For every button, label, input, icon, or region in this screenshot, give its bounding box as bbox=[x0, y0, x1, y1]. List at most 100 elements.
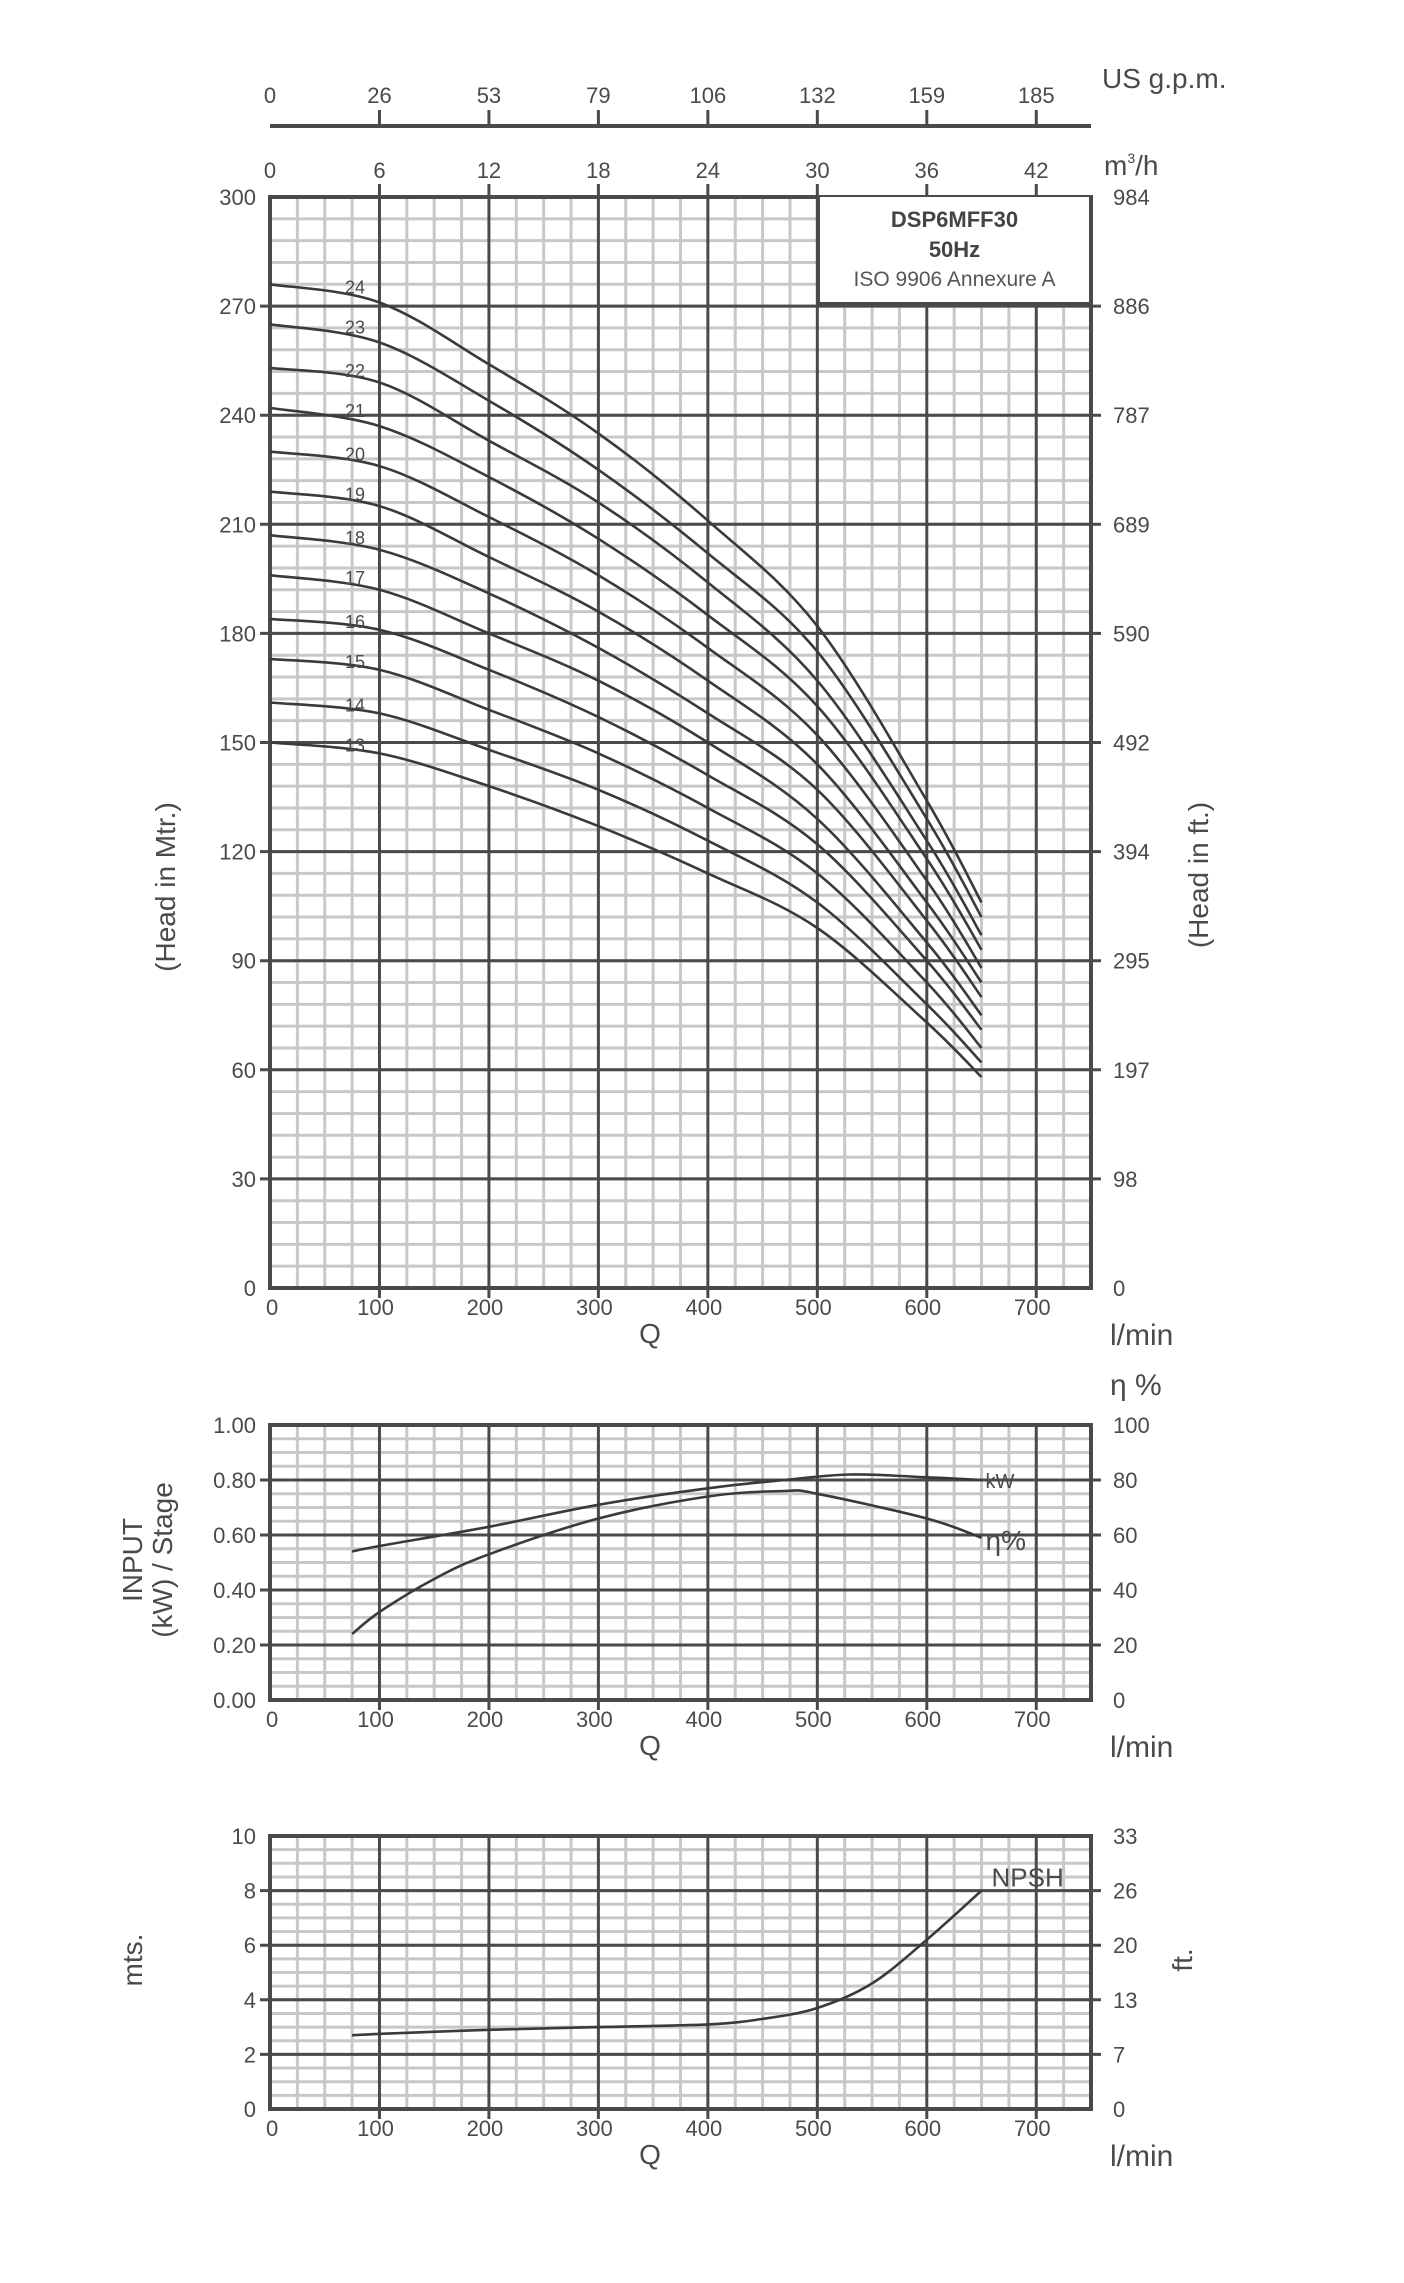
y-tick-label: 150 bbox=[219, 731, 256, 756]
m3h-tick-label: 0 bbox=[264, 158, 276, 183]
y-right-tick-label: 20 bbox=[1113, 1933, 1137, 1958]
top-flow-axes: 0 26 53 79 106 132 159 185 US g.p.m. 0 6 12 18 24 30 36… bbox=[264, 63, 1226, 197]
y-tick-label: 60 bbox=[232, 1058, 256, 1083]
y-tick-label: 0 bbox=[244, 1276, 256, 1301]
y-right-tick-label: 0 bbox=[1113, 1688, 1125, 1713]
power-curve-label: kW bbox=[986, 1471, 1015, 1493]
power-efficiency-chart: 0.00 0.20 0.40 0.60 0.80 1.00 0 20 40 60 80 100 0 100… bbox=[117, 1369, 1173, 1764]
frequency: 50Hz bbox=[928, 237, 981, 262]
x-tick-label: 200 bbox=[467, 2116, 504, 2141]
y-right-tick-label: 984 bbox=[1113, 185, 1150, 210]
y-tick-label: 0.20 bbox=[213, 1633, 256, 1658]
y-tick-label: 0 bbox=[244, 2097, 256, 2122]
m3h-unit-label: m3/h bbox=[1104, 150, 1158, 181]
x-tick-label: 0 bbox=[266, 1295, 278, 1320]
curve-stage-label: 19 bbox=[345, 485, 365, 505]
gpm-tick-label: 159 bbox=[908, 83, 945, 108]
y-right-tick-label: 33 bbox=[1113, 1824, 1137, 1849]
y-tick-label: 0.80 bbox=[213, 1468, 256, 1493]
x-tick-label: 0 bbox=[266, 2116, 278, 2141]
y-right-tick-label: 886 bbox=[1113, 294, 1150, 319]
y-axis-title: mts. bbox=[117, 1934, 148, 1987]
x-axis-unit: l/min bbox=[1110, 1731, 1173, 1764]
y-tick-label: 0.40 bbox=[213, 1578, 256, 1603]
m3h-tick-label: 36 bbox=[915, 158, 939, 183]
x-tick-label: 300 bbox=[576, 2116, 613, 2141]
y-right-tick-label: 98 bbox=[1113, 1167, 1137, 1192]
y-right-tick-label: 0 bbox=[1113, 2097, 1125, 2122]
m3h-tick-label: 18 bbox=[586, 158, 610, 183]
x-tick-label: 100 bbox=[357, 2116, 394, 2141]
x-tick-label: 200 bbox=[467, 1707, 504, 1732]
y-tick-label: 180 bbox=[219, 621, 256, 646]
gpm-tick-label: 26 bbox=[367, 83, 391, 108]
x-tick-label: 600 bbox=[904, 1707, 941, 1732]
gpm-tick-label: 132 bbox=[799, 83, 836, 108]
x-tick-label: 700 bbox=[1014, 1707, 1051, 1732]
gpm-tick-label: 79 bbox=[586, 83, 610, 108]
y-right-tick-label: 100 bbox=[1113, 1413, 1150, 1438]
gpm-tick-label: 0 bbox=[264, 83, 276, 108]
y-right-tick-label: 60 bbox=[1113, 1523, 1137, 1548]
m3h-tick-label: 12 bbox=[477, 158, 501, 183]
x-tick-label: 300 bbox=[576, 1707, 613, 1732]
head-curve-stages-22 bbox=[269, 366, 983, 936]
y-right-axis-title: (Head in ft.) bbox=[1183, 802, 1214, 948]
x-tick-label: 0 bbox=[266, 1707, 278, 1732]
x-axis-title: Q bbox=[639, 1318, 661, 1349]
head-curve-stages-19 bbox=[269, 490, 983, 984]
y-tick-label: 4 bbox=[244, 1988, 256, 2013]
y-right-tick-label: 590 bbox=[1113, 621, 1150, 646]
x-tick-label: 300 bbox=[576, 1295, 613, 1320]
plot-frame bbox=[268, 1834, 1093, 2111]
curve-stage-label: 14 bbox=[345, 695, 365, 715]
x-tick-label: 400 bbox=[686, 1707, 723, 1732]
m3h-tick-label: 6 bbox=[373, 158, 385, 183]
x-tick-label: 100 bbox=[357, 1295, 394, 1320]
x-axis-title: Q bbox=[639, 1730, 661, 1761]
m3h-tick-label: 24 bbox=[696, 158, 720, 183]
y-right-tick-label: 0 bbox=[1113, 1276, 1125, 1301]
y-tick-label: 0.60 bbox=[213, 1523, 256, 1548]
y-right-tick-label: 40 bbox=[1113, 1578, 1137, 1603]
head-curve-stages-17 bbox=[269, 573, 983, 1017]
y-tick-label: 6 bbox=[244, 1933, 256, 1958]
head-curve-stages-14 bbox=[269, 701, 983, 1064]
x-tick-label: 700 bbox=[1014, 2116, 1051, 2141]
y-tick-label: 240 bbox=[219, 403, 256, 428]
gpm-unit-label: US g.p.m. bbox=[1102, 63, 1226, 94]
y-right-tick-label: 689 bbox=[1113, 512, 1150, 537]
model-name: DSP6MFF30 bbox=[890, 207, 1019, 232]
m3h-tick-label: 30 bbox=[805, 158, 829, 183]
curve-stage-label: 16 bbox=[345, 612, 365, 632]
x-tick-label: 700 bbox=[1014, 1295, 1051, 1320]
x-tick-label: 100 bbox=[357, 1707, 394, 1732]
x-tick-label: 500 bbox=[795, 1295, 832, 1320]
efficiency-curve bbox=[351, 1489, 982, 1636]
curve-stage-label: 13 bbox=[345, 736, 365, 756]
y-right-tick-label: 295 bbox=[1113, 949, 1150, 974]
head-chart: 0306090120150180210240270300098197295394… bbox=[150, 185, 1214, 1352]
y-right-tick-label: 13 bbox=[1113, 1988, 1137, 2013]
gpm-tick-label: 106 bbox=[690, 83, 727, 108]
x-tick-label: 400 bbox=[686, 1295, 723, 1320]
x-tick-label: 600 bbox=[904, 1295, 941, 1320]
head-curve-stages-21 bbox=[269, 406, 983, 951]
y-right-tick-label: 7 bbox=[1113, 2042, 1125, 2067]
model-info-box: DSP6MFF30 50Hz ISO 9906 Annexure A bbox=[816, 197, 1089, 306]
y-right-tick-label: 20 bbox=[1113, 1633, 1137, 1658]
efficiency-axis-title: η % bbox=[1110, 1369, 1162, 1402]
y-tick-label: 0.00 bbox=[213, 1688, 256, 1713]
y-tick-label: 120 bbox=[219, 840, 256, 865]
x-axis-unit: l/min bbox=[1110, 2140, 1173, 2173]
x-tick-label: 500 bbox=[795, 2116, 832, 2141]
npsh-curve bbox=[352, 1889, 983, 2037]
curve-stage-label: 15 bbox=[345, 652, 365, 672]
y-right-tick-label: 787 bbox=[1113, 403, 1150, 428]
gpm-tick-label: 185 bbox=[1018, 83, 1055, 108]
y-tick-label: 270 bbox=[219, 294, 256, 319]
x-tick-label: 500 bbox=[795, 1707, 832, 1732]
curve-stage-label: 22 bbox=[345, 361, 365, 381]
power-curve bbox=[351, 1473, 982, 1553]
